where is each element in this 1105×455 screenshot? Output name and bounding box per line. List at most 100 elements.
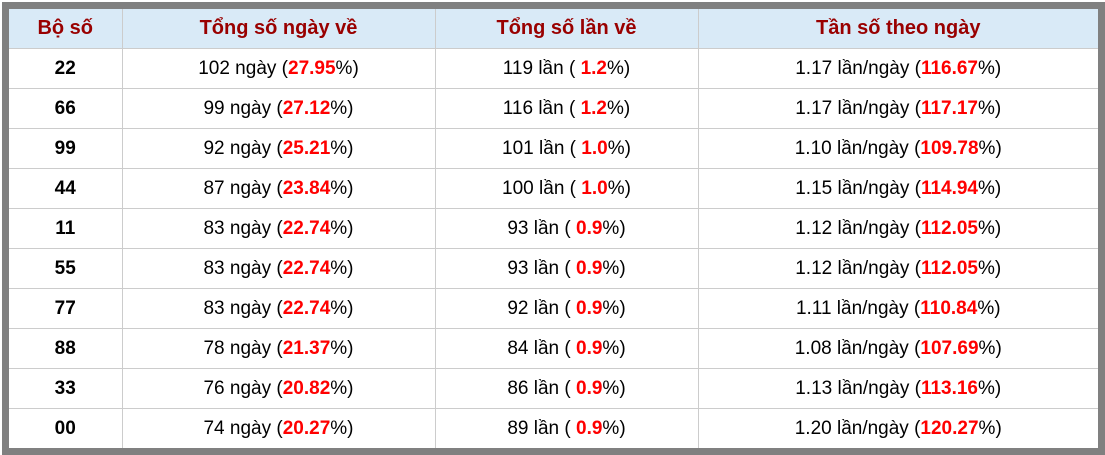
days-cell: 92 ngày (25.21%) (121, 128, 435, 169)
days-suffix: %) (330, 137, 354, 159)
days-percent-value: 20.27 (282, 417, 331, 439)
times-suffix: %) (607, 97, 631, 119)
times-percent-value: 1.0 (581, 137, 608, 159)
times-percent-value: 0.9 (576, 217, 603, 239)
days-text: 99 ngày ( (203, 97, 283, 119)
days-suffix: %) (330, 177, 354, 199)
frequency-cell: 1.12 lần/ngày (112.05%) (697, 248, 1098, 289)
times-suffix: %) (602, 417, 626, 439)
times-cell: 93 lần ( 0.9%) (434, 248, 698, 289)
times-percent-value: 0.9 (576, 417, 603, 439)
freq-text: 1.11 lần/ngày ( (795, 297, 921, 319)
freq-text: 1.12 lần/ngày ( (795, 257, 921, 279)
times-percent-value: 0.9 (576, 377, 603, 399)
days-cell: 78 ngày (21.37%) (121, 328, 435, 369)
times-text: 93 lần ( (507, 217, 576, 239)
freq-percent-value: 113.16 (920, 377, 979, 399)
times-suffix: %) (607, 177, 631, 199)
days-cell: 99 ngày (27.12%) (121, 88, 435, 129)
frequency-cell: 1.08 lần/ngày (107.69%) (697, 328, 1098, 369)
times-text: 92 lần ( (507, 297, 576, 319)
days-text: 76 ngày ( (203, 377, 283, 399)
frequency-cell: 1.13 lần/ngày (113.16%) (697, 368, 1098, 409)
times-text: 101 lần ( (502, 137, 582, 159)
days-percent-value: 22.74 (282, 297, 331, 319)
freq-text: 1.08 lần/ngày ( (794, 337, 921, 359)
days-percent-value: 20.82 (282, 377, 331, 399)
days-suffix: %) (330, 377, 354, 399)
days-text: 78 ngày ( (203, 337, 283, 359)
header-row: Bộ số Tổng số ngày về Tổng số lần về Tần… (9, 9, 1098, 49)
times-cell: 93 lần ( 0.9%) (434, 208, 698, 249)
times-percent-value: 1.0 (581, 177, 608, 199)
times-percent-value: 0.9 (576, 297, 603, 319)
table-row: 77 83 ngày (22.74%) 92 lần ( 0.9%) 1.11 lần… (9, 288, 1098, 329)
freq-suffix: %) (978, 97, 1002, 119)
days-cell: 102 ngày (27.95%) (121, 48, 435, 89)
times-suffix: %) (602, 337, 626, 359)
frequency-cell: 1.17 lần/ngày (116.67%) (697, 48, 1098, 89)
pair-cell: 66 (9, 88, 122, 129)
days-cell: 83 ngày (22.74%) (121, 208, 435, 249)
times-cell: 116 lần ( 1.2%) (434, 88, 698, 129)
times-percent-value: 0.9 (576, 337, 603, 359)
days-suffix: %) (330, 337, 354, 359)
days-percent-value: 21.37 (282, 337, 331, 359)
table-row: 00 74 ngày (20.27%) 89 lần ( 0.9%) 1.20 lần… (9, 408, 1098, 448)
days-suffix: %) (330, 217, 354, 239)
freq-percent-value: 109.78 (920, 137, 979, 159)
freq-percent-value: 114.94 (920, 177, 979, 199)
freq-text: 1.17 lần/ngày ( (795, 57, 921, 79)
freq-text: 1.13 lần/ngày ( (795, 377, 921, 399)
freq-suffix: %) (978, 217, 1002, 239)
freq-suffix: %) (978, 377, 1002, 399)
days-text: 92 ngày ( (203, 137, 283, 159)
times-suffix: %) (607, 57, 631, 79)
times-percent-value: 1.2 (580, 97, 607, 119)
times-text: 89 lần ( (507, 417, 576, 439)
pair-cell: 11 (9, 208, 122, 249)
freq-suffix: %) (978, 417, 1002, 439)
days-percent-value: 25.21 (282, 137, 331, 159)
days-cell: 76 ngày (20.82%) (121, 368, 435, 409)
frequency-cell: 1.17 lần/ngày (117.17%) (697, 88, 1098, 129)
times-text: 86 lần ( (507, 377, 576, 399)
freq-percent-value: 117.17 (920, 97, 979, 119)
times-suffix: %) (602, 377, 626, 399)
freq-text: 1.20 lần/ngày ( (794, 417, 921, 439)
pair-cell: 88 (9, 328, 122, 369)
table-row: 11 83 ngày (22.74%) 93 lần ( 0.9%) 1.12 lần… (9, 208, 1098, 249)
days-text: 83 ngày ( (203, 297, 283, 319)
times-cell: 84 lần ( 0.9%) (434, 328, 698, 369)
freq-suffix: %) (978, 177, 1002, 199)
freq-suffix: %) (978, 257, 1002, 279)
times-text: 116 lần ( (502, 97, 581, 119)
table-row: 55 83 ngày (22.74%) 93 lần ( 0.9%) 1.12 lần… (9, 248, 1098, 289)
pair-cell: 55 (9, 248, 122, 289)
freq-text: 1.12 lần/ngày ( (795, 217, 921, 239)
days-cell: 83 ngày (22.74%) (121, 248, 435, 289)
days-text: 74 ngày ( (203, 417, 283, 439)
freq-suffix: %) (978, 57, 1002, 79)
days-percent-value: 23.84 (282, 177, 331, 199)
pair-cell: 22 (9, 48, 122, 89)
days-cell: 74 ngày (20.27%) (121, 408, 435, 448)
frequency-cell: 1.15 lần/ngày (114.94%) (697, 168, 1098, 209)
pair-cell: 99 (9, 128, 122, 169)
days-text: 83 ngày ( (203, 257, 283, 279)
pair-cell: 00 (9, 408, 122, 448)
freq-percent-value: 116.67 (920, 57, 979, 79)
frequency-cell: 1.10 lần/ngày (109.78%) (697, 128, 1098, 169)
days-suffix: %) (330, 257, 354, 279)
column-header-frequency-per-day: Tần số theo ngày (697, 9, 1098, 49)
days-cell: 87 ngày (23.84%) (121, 168, 435, 209)
times-text: 93 lần ( (507, 257, 576, 279)
freq-suffix: %) (977, 297, 1001, 319)
freq-suffix: %) (978, 337, 1002, 359)
times-suffix: %) (602, 257, 626, 279)
freq-text: 1.17 lần/ngày ( (795, 97, 921, 119)
days-percent-value: 27.95 (288, 57, 336, 79)
days-suffix: %) (330, 417, 354, 439)
freq-suffix: %) (978, 137, 1002, 159)
